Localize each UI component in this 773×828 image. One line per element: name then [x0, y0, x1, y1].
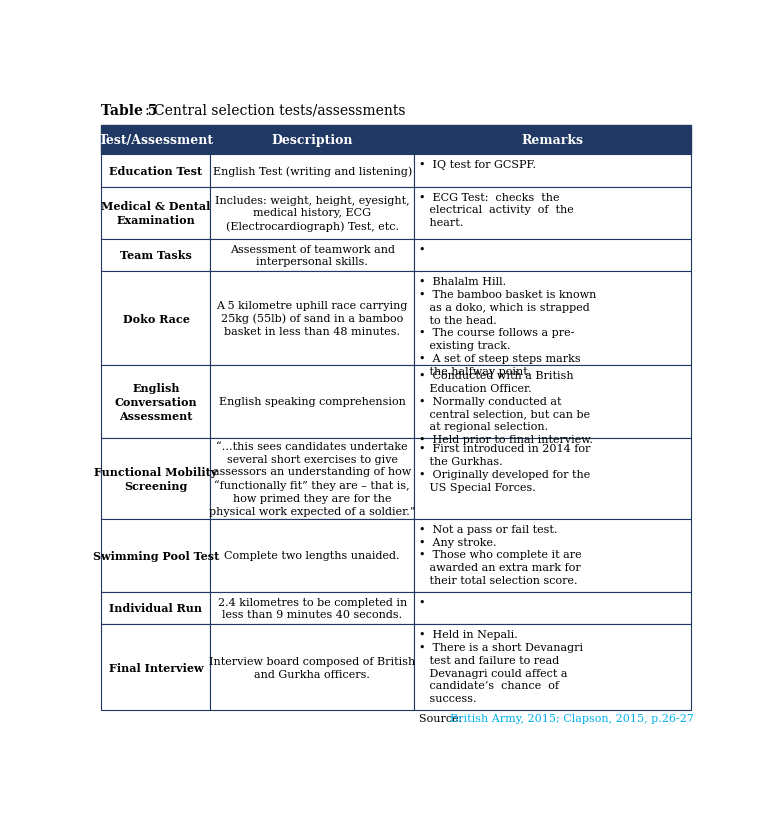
Bar — [210, 187, 414, 239]
Bar — [210, 126, 414, 155]
Bar — [210, 592, 414, 624]
Bar — [414, 439, 691, 519]
Text: •  ECG Test:  checks  the
   electrical  activity  of  the
   heart.: • ECG Test: checks the electrical activi… — [419, 192, 574, 228]
Bar — [101, 592, 210, 624]
Bar — [210, 519, 414, 592]
Text: Medical & Dental
Examination: Medical & Dental Examination — [101, 201, 211, 226]
Text: : Central selection tests/assessments: : Central selection tests/assessments — [145, 104, 405, 118]
Text: English speaking comprehension: English speaking comprehension — [219, 397, 406, 407]
Bar — [210, 239, 414, 272]
Bar — [101, 187, 210, 239]
Text: •  Not a pass or fail test.
•  Any stroke.
•  Those who complete it are
   award: • Not a pass or fail test. • Any stroke.… — [419, 524, 581, 585]
Text: •  Bhalalm Hill.
•  The bamboo basket is known
   as a doko, which is strapped
 : • Bhalalm Hill. • The bamboo basket is k… — [419, 277, 596, 377]
Bar — [210, 624, 414, 710]
Bar — [414, 624, 691, 710]
Text: A 5 kilometre uphill race carrying
25kg (55lb) of sand in a bamboo
basket in les: A 5 kilometre uphill race carrying 25kg … — [216, 301, 408, 337]
Bar — [101, 624, 210, 710]
Text: Description: Description — [271, 134, 353, 147]
Text: •  IQ test for GCSPF.: • IQ test for GCSPF. — [419, 160, 536, 170]
Text: “…this sees candidates undertake
several short exercises to give
assessors an un: “…this sees candidates undertake several… — [209, 441, 415, 517]
Text: Final Interview: Final Interview — [109, 662, 203, 673]
Text: •: • — [419, 244, 425, 255]
Bar — [210, 272, 414, 365]
Text: Education Test: Education Test — [110, 166, 203, 176]
Bar — [210, 365, 414, 439]
Text: 2.4 kilometres to be completed in
less than 9 minutes 40 seconds.: 2.4 kilometres to be completed in less t… — [217, 597, 407, 619]
Bar — [414, 592, 691, 624]
Text: •: • — [419, 597, 425, 607]
Bar — [210, 439, 414, 519]
Text: Individual Run: Individual Run — [110, 603, 203, 614]
Bar — [414, 126, 691, 155]
Text: English Test (writing and listening): English Test (writing and listening) — [213, 166, 412, 176]
Bar — [210, 155, 414, 187]
Bar — [414, 155, 691, 187]
Bar — [101, 239, 210, 272]
Text: Assessment of teamwork and
interpersonal skills.: Assessment of teamwork and interpersonal… — [230, 244, 395, 267]
Text: British Army, 2015; Clapson, 2015, p.26-27: British Army, 2015; Clapson, 2015, p.26-… — [450, 713, 693, 723]
Bar — [101, 155, 210, 187]
Bar — [101, 272, 210, 365]
Text: Swimming Pool Test: Swimming Pool Test — [93, 550, 219, 561]
Text: •  First introduced in 2014 for
   the Gurkhas.
•  Originally developed for the
: • First introduced in 2014 for the Gurkh… — [419, 444, 590, 492]
Bar — [414, 365, 691, 439]
Text: Doko Race: Doko Race — [122, 313, 189, 324]
Text: Source:: Source: — [419, 713, 465, 723]
Bar — [414, 519, 691, 592]
Bar — [101, 126, 210, 155]
Bar — [101, 439, 210, 519]
Text: Test/Assessment: Test/Assessment — [98, 134, 213, 147]
Text: English
Conversation
Assessment: English Conversation Assessment — [114, 383, 197, 421]
Bar — [414, 272, 691, 365]
Text: Complete two lengths unaided.: Complete two lengths unaided. — [224, 551, 400, 561]
Text: Functional Mobility
Screening: Functional Mobility Screening — [94, 466, 217, 491]
Text: Team Tasks: Team Tasks — [120, 250, 192, 261]
Bar — [101, 365, 210, 439]
Bar — [414, 187, 691, 239]
Text: •  Held in Nepali.
•  There is a short Devanagri
   test and failure to read
   : • Held in Nepali. • There is a short Dev… — [419, 629, 583, 704]
Text: Interview board composed of British
and Gurkha officers.: Interview board composed of British and … — [209, 656, 415, 679]
Text: Remarks: Remarks — [521, 134, 584, 147]
Text: Includes: weight, height, eyesight,
medical history, ECG
(Electrocardiograph) Te: Includes: weight, height, eyesight, medi… — [215, 195, 410, 232]
Text: Table 5: Table 5 — [101, 104, 158, 118]
Bar — [101, 519, 210, 592]
Bar — [414, 239, 691, 272]
Text: •  Conducted with a British
   Education Officer.
•  Normally conducted at
   ce: • Conducted with a British Education Off… — [419, 371, 593, 445]
